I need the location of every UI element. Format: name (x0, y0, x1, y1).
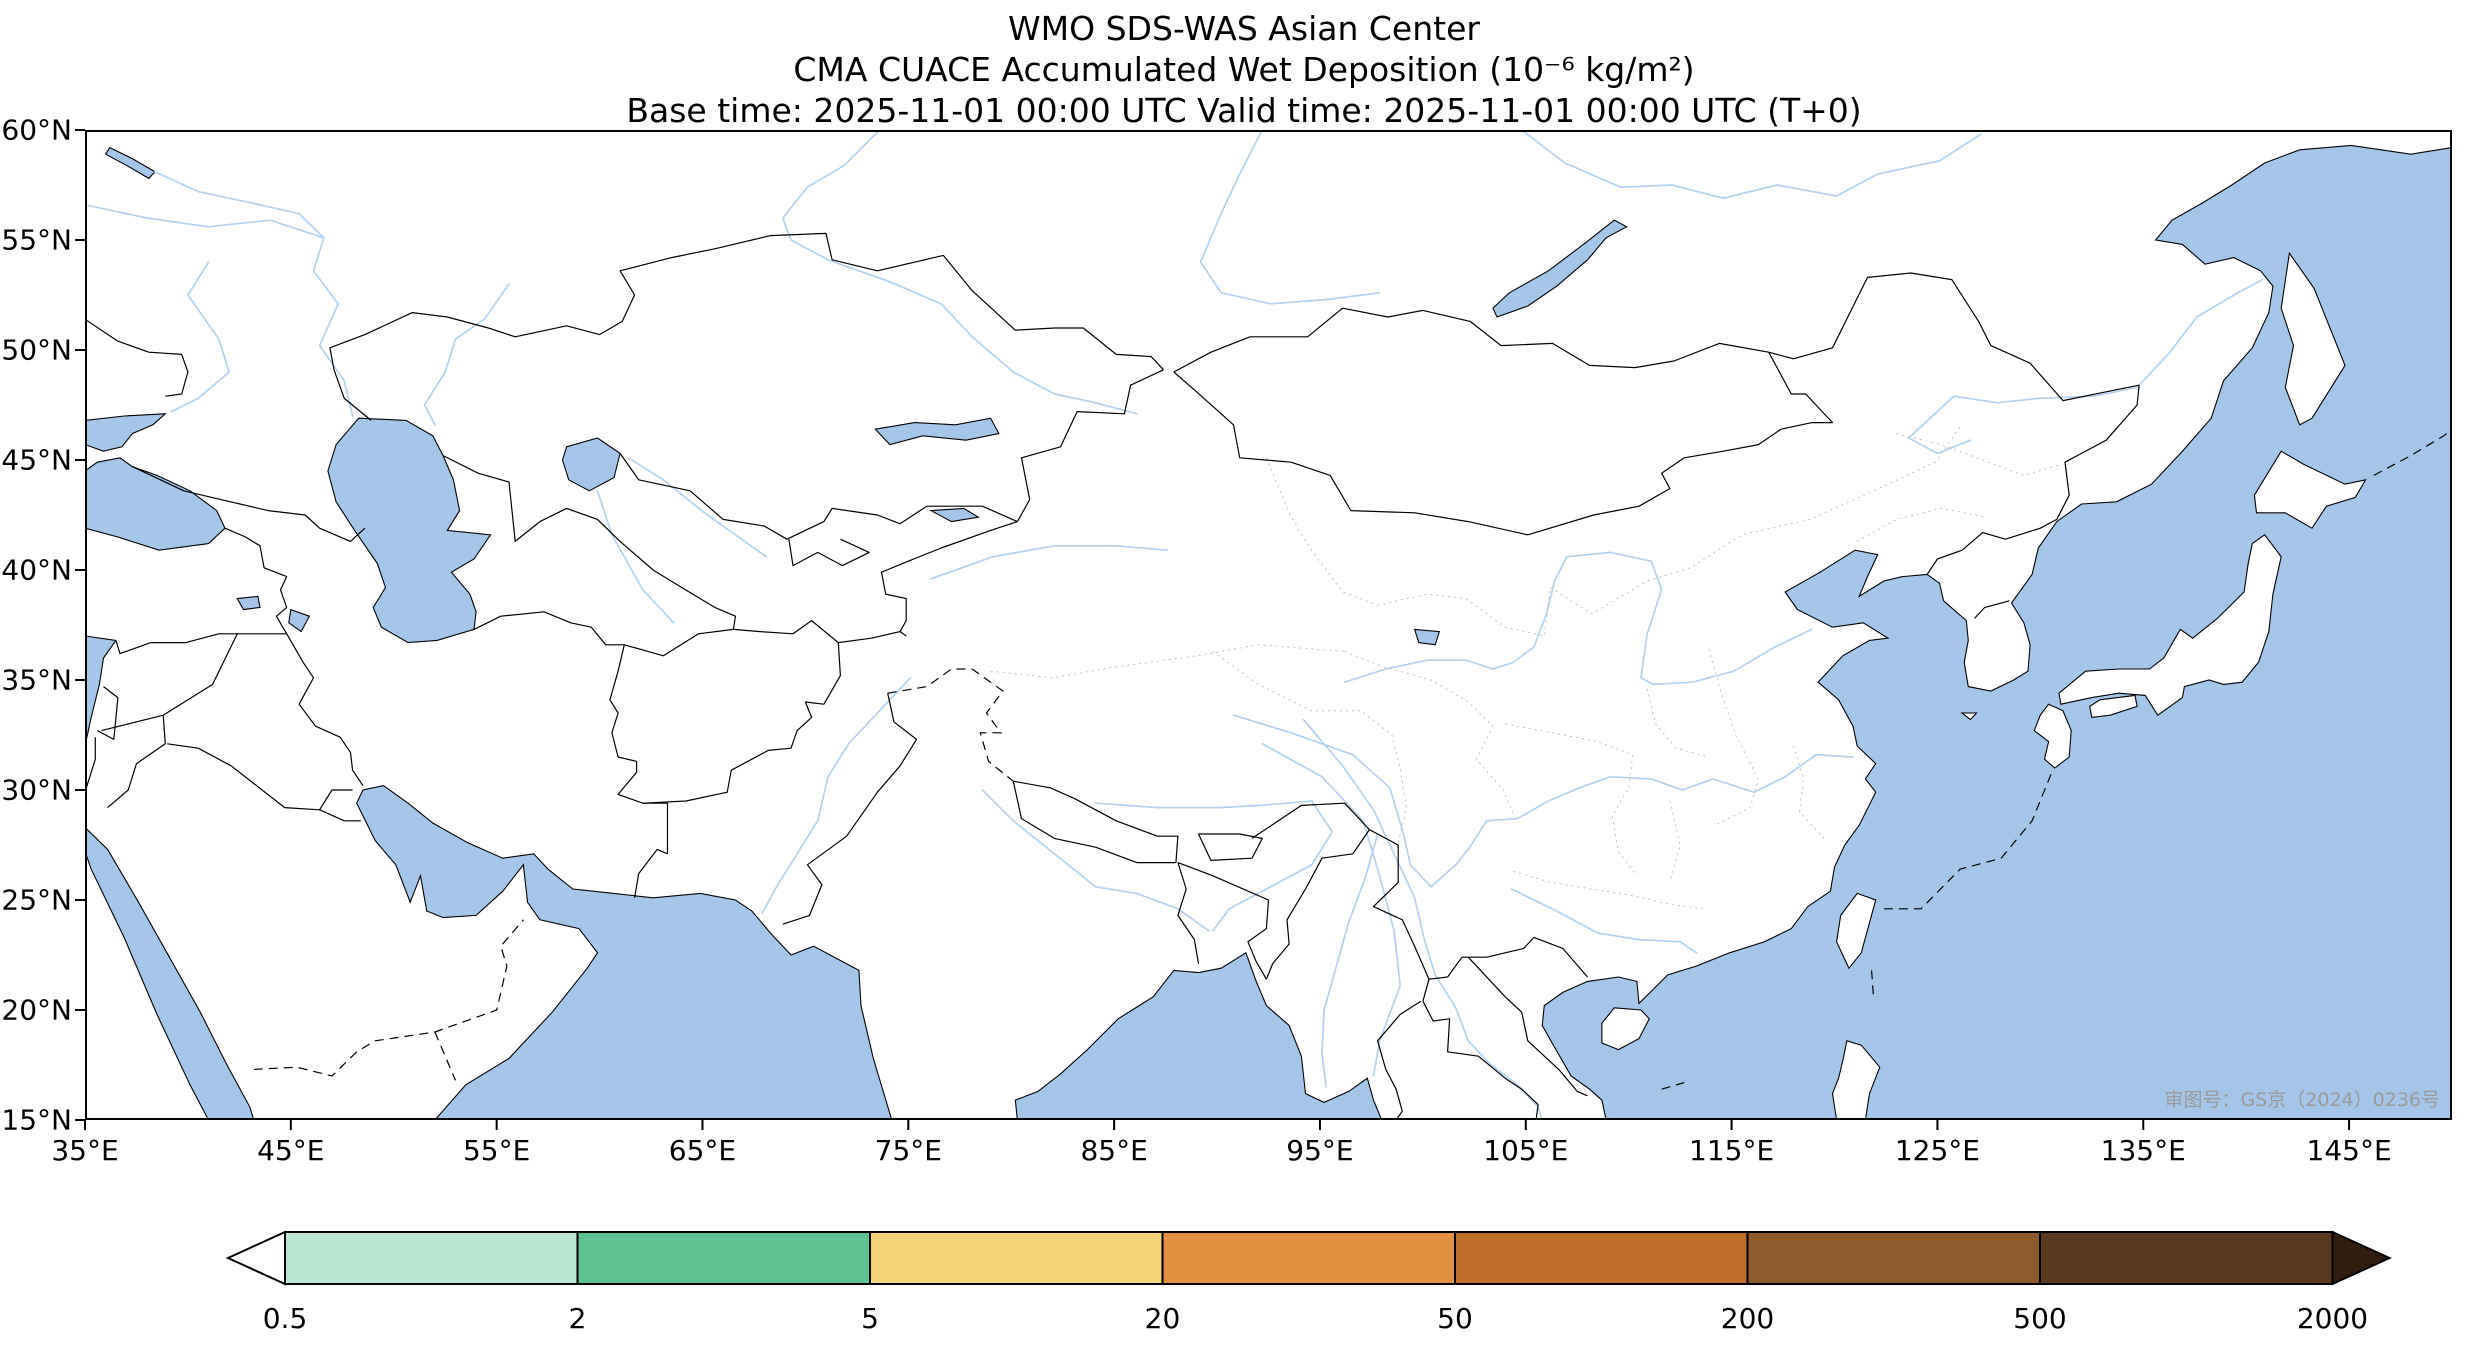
y-tick-label: 15°N (1, 1103, 72, 1137)
map-approval-watermark: 审图号：GS京（2024）0236号 (2164, 1089, 2441, 1111)
x-tick-label: 95°E (1286, 1134, 1354, 1167)
colorbar-segment (869, 1231, 1164, 1285)
x-tick-label: 145°E (2306, 1134, 2392, 1167)
x-tick-label: 65°E (668, 1134, 737, 1167)
colorbar-tick-label: 5 (861, 1302, 879, 1335)
colorbar-segment (576, 1231, 871, 1285)
y-tick-label: 45°N (1, 443, 72, 477)
colorbar-tick-label: 0.5 (262, 1302, 308, 1335)
page-title: WMO SDS-WAS Asian Center (1008, 9, 1480, 48)
y-tick-label: 25°N (1, 883, 72, 917)
y-tick-label: 30°N (1, 773, 72, 807)
colorbar-segment (2039, 1231, 2334, 1285)
country-border-layer (85, 232, 2140, 1120)
colorbar-tick-label: 50 (1437, 1302, 1473, 1335)
colorbar-segment (1746, 1231, 2041, 1285)
y-tick-label: 20°N (1, 993, 72, 1027)
province-border-layer (990, 426, 2062, 910)
colorbar-right-arrow (2331, 1230, 2392, 1286)
island-layer (1601, 251, 2367, 1120)
title-block: WMO SDS-WAS Asian Center CMA CUACE Accum… (0, 8, 2488, 131)
map-frame (85, 130, 2452, 1120)
y-tick-label: 40°N (1, 553, 72, 587)
colorbar-tick-label: 2000 (2296, 1302, 2369, 1335)
dashed-border-layer (253, 428, 2452, 1090)
x-tick-label: 115°E (1689, 1134, 1775, 1167)
colorbar-segment (1161, 1231, 1456, 1285)
y-tick-label: 50°N (1, 333, 72, 367)
x-tick-label: 55°E (462, 1134, 531, 1167)
y-tick-label: 55°N (1, 223, 72, 257)
colorbar-tick-label: 200 (1720, 1302, 1775, 1335)
x-tick-label: 75°E (874, 1134, 942, 1167)
colorbar-segment (284, 1231, 579, 1285)
x-tick-label: 45°E (257, 1134, 325, 1167)
colorbar-tick-label: 2 (568, 1302, 587, 1335)
colorbar-tick-label: 500 (2013, 1302, 2067, 1335)
x-tick-label: 85°E (1080, 1134, 1148, 1167)
time-subtitle: Base time: 2025-11-01 00:00 UTC Valid ti… (626, 91, 1862, 130)
x-tick-label: 105°E (1483, 1134, 1569, 1167)
y-tick-label: 60°N (1, 113, 72, 147)
x-tick-label: 125°E (1894, 1134, 1980, 1167)
water-layer (85, 144, 2452, 1120)
asia-map (85, 130, 2452, 1120)
colorbar-tick-label: 20 (1144, 1302, 1181, 1335)
colorbar-segment (1454, 1231, 1749, 1285)
river-layer (85, 130, 2264, 1120)
colorbar-left-arrow (225, 1230, 286, 1286)
product-title: CMA CUACE Accumulated Wet Deposition (10… (793, 50, 1695, 89)
map-plot-area: 审图号：GS京（2024）0236号 (85, 130, 2452, 1120)
colorbar-bar (225, 1230, 2392, 1286)
y-tick-label: 35°N (1, 663, 72, 697)
x-tick-label: 135°E (2100, 1134, 2186, 1167)
x-tick-label: 35°E (51, 1134, 119, 1167)
